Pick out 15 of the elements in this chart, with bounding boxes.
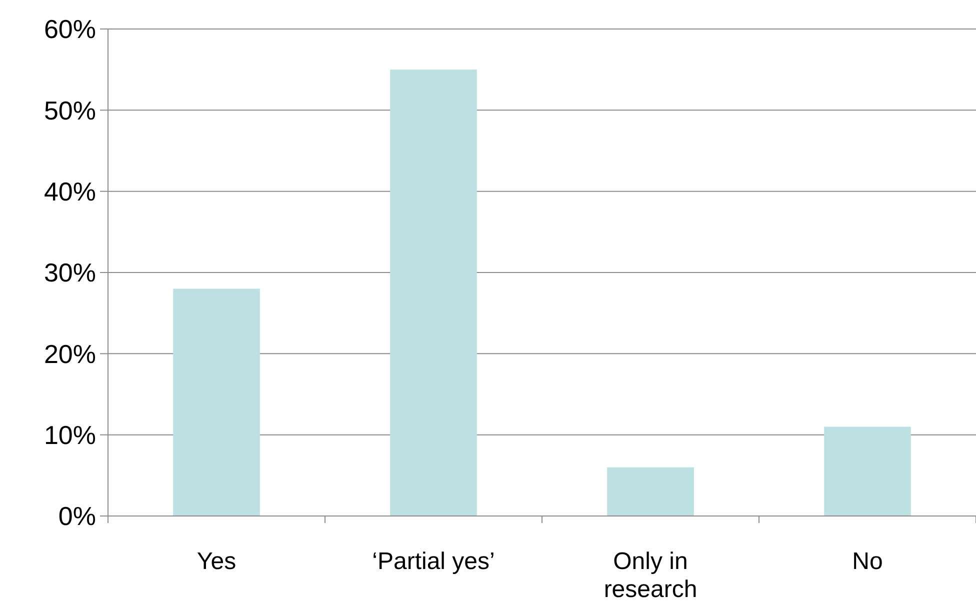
- y-tick-label: 40%: [44, 176, 96, 206]
- bar: [607, 467, 694, 516]
- bar: [824, 426, 911, 516]
- y-tick-label: 60%: [44, 14, 96, 44]
- x-tick-label: Only in research: [604, 548, 698, 603]
- x-tick-label: Yes: [196, 548, 236, 575]
- y-tick-label: 0%: [58, 501, 96, 532]
- y-tick-label: 30%: [44, 258, 96, 288]
- x-tick-label: No: [852, 548, 883, 575]
- bar: [390, 70, 477, 516]
- y-tick-label: 10%: [44, 420, 96, 450]
- x-tick-label: ‘Partial yes’: [372, 548, 495, 575]
- bar: [173, 288, 260, 516]
- y-tick-label: 20%: [44, 338, 96, 369]
- y-tick-label: 50%: [44, 95, 96, 126]
